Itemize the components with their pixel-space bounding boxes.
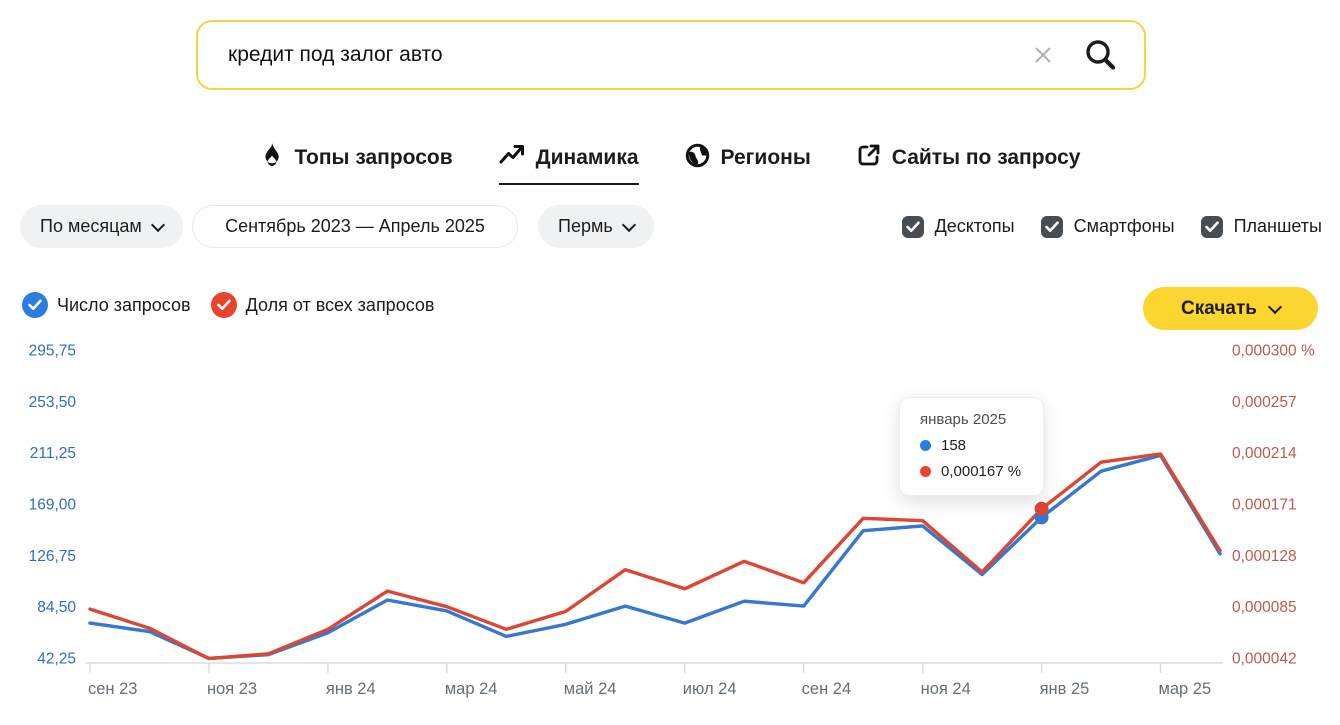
right-axis-label: 0,000128 (1232, 548, 1297, 565)
right-axis-label: 0,000300 % (1232, 343, 1315, 360)
right-axis-label: 0,000171 (1232, 497, 1297, 514)
left-axis-label: 295,75 (29, 343, 76, 360)
check-circle-icon (22, 292, 48, 318)
series-legend: Число запросов Доля от всех запросов (22, 292, 434, 318)
left-axis-label: 126,75 (29, 548, 76, 565)
legend-label: Число запросов (57, 294, 191, 315)
legend-label: Доля от всех запросов (245, 294, 435, 315)
legend-toggle-queries[interactable]: Число запросов (22, 292, 191, 318)
series-line-queries (88, 453, 1222, 660)
series-line-share (88, 452, 1222, 661)
x-tick-label: ноя 23 (207, 680, 257, 698)
x-tick-label: сен 23 (88, 680, 137, 698)
trend-up-icon (499, 144, 525, 172)
x-tick-label: ноя 24 (921, 680, 971, 698)
x-tick-label: сен 24 (802, 680, 851, 698)
granularity-label: По месяцам (40, 216, 142, 236)
right-axis-label: 0,000214 (1232, 445, 1297, 462)
tooltip-title: январь 2025 (920, 411, 1007, 428)
left-axis-label: 169,00 (29, 497, 77, 514)
clear-icon[interactable] (1028, 40, 1058, 70)
region-select[interactable]: Пермь (538, 205, 654, 248)
fire-icon (260, 142, 284, 174)
legend-toggle-share[interactable]: Доля от всех запросов (210, 292, 435, 318)
left-axis-label: 42,25 (37, 651, 76, 668)
tab-regions[interactable]: Регионы (685, 142, 811, 185)
checkbox-checked-icon (1040, 215, 1063, 238)
x-tick-label: янв 25 (1040, 680, 1090, 698)
tooltip-row: 0,000167 % (920, 463, 1021, 480)
x-tick-label: июл 24 (683, 680, 737, 698)
checkbox-desktops[interactable]: Десктопы (901, 215, 1015, 238)
search-input[interactable] (198, 42, 1028, 68)
tab-label: Топы запросов (294, 146, 453, 169)
highlight-point-share[interactable] (1034, 501, 1049, 516)
tab-label: Регионы (720, 146, 811, 169)
tab-sites-by-query[interactable]: Сайты по запросу (857, 142, 1081, 185)
series-dot-icon (920, 466, 931, 477)
checkbox-smartphones[interactable]: Смартфоны (1040, 215, 1175, 238)
download-label: Скачать (1181, 297, 1257, 319)
series-dot-icon (920, 440, 931, 451)
left-axis-label: 84,50 (37, 599, 76, 616)
tab-label: Динамика (535, 146, 639, 169)
tooltip-row: 158 (920, 437, 1021, 454)
right-axis-label: 0,000042 (1232, 651, 1297, 668)
tabs-bar: Топы запросов Динамика Регионы (0, 142, 1340, 185)
date-range-select[interactable]: Сентябрь 2023 — Апрель 2025 (192, 205, 518, 248)
right-axis-label: 0,000257 (1232, 394, 1297, 411)
tab-dynamics[interactable]: Динамика (498, 142, 639, 185)
x-tick-label: янв 24 (326, 680, 376, 698)
left-axis-label: 211,25 (30, 445, 76, 462)
chart-tooltip: январь 2025 158 0,000167 % (899, 397, 1045, 496)
tab-label: Сайты по запросу (891, 146, 1081, 169)
check-circle-icon (210, 292, 237, 318)
x-tick-label: мар 25 (1159, 680, 1212, 698)
device-filters: Десктопы Смартфоны Планшеты (901, 205, 1322, 248)
right-axis-label: 0,000085 (1232, 599, 1297, 616)
search-bar (196, 20, 1146, 90)
tooltip-value: 0,000167 % (941, 463, 1022, 480)
granularity-select[interactable]: По месяцам (20, 205, 183, 248)
external-link-icon (857, 143, 881, 173)
checkbox-label: Смартфоны (1073, 216, 1175, 236)
checkbox-label: Десктопы (934, 216, 1015, 236)
date-range-label: Сентябрь 2023 — Апрель 2025 (225, 216, 485, 236)
left-axis-label: 253,50 (29, 394, 77, 411)
tooltip-value: 158 (941, 437, 967, 454)
globe-icon (685, 143, 710, 174)
checkbox-checked-icon (901, 215, 924, 238)
checkbox-tablets[interactable]: Планшеты (1200, 215, 1322, 238)
download-button[interactable]: Скачать (1143, 287, 1318, 330)
x-tick-label: май 24 (564, 680, 617, 698)
region-label: Пермь (558, 216, 613, 236)
search-icon[interactable] (1080, 35, 1120, 75)
x-tick-label: мар 24 (445, 680, 498, 698)
tab-top-queries[interactable]: Топы запросов (260, 142, 453, 185)
checkbox-checked-icon (1200, 215, 1223, 238)
checkbox-label: Планшеты (1233, 216, 1322, 236)
